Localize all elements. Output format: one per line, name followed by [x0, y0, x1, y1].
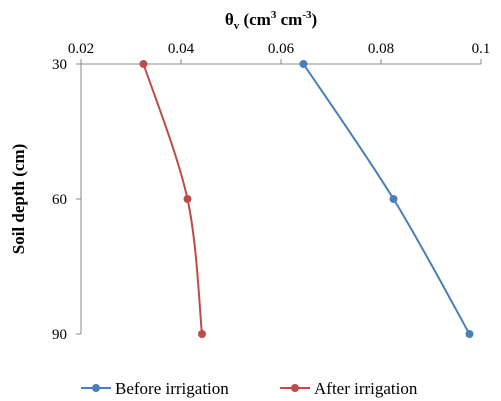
data-point-s0-1: [389, 195, 398, 203]
y-axis-label: Soil depth (cm): [9, 144, 28, 255]
x-tick-group: 0.02 0.04 0.06 0.08 0.1: [68, 41, 491, 64]
legend-swatch-before-marker: [92, 384, 100, 392]
legend-label-after: After irrigation: [314, 379, 418, 398]
data-point-s0-0: [299, 60, 308, 68]
series-group: [139, 60, 474, 338]
chart-title: θv (cm3 cm-3): [225, 9, 317, 32]
series-line-0: [302, 63, 471, 335]
legend-label-before: Before irrigation: [115, 379, 229, 398]
x-tick-label: 0.02: [68, 41, 94, 57]
data-point-s1-2: [198, 330, 206, 338]
data-point-s1-1: [183, 195, 192, 203]
x-tick-label: 0.06: [268, 41, 295, 57]
x-tick-label: 0.08: [368, 41, 394, 57]
x-tick-label: 0.04: [168, 41, 195, 57]
y-tick-label: 30: [52, 57, 67, 73]
y-tick-group: 30 60 90: [52, 57, 81, 343]
x-tick-label: 0.1: [472, 41, 491, 57]
series-line-1: [142, 63, 203, 335]
legend-swatch-after-marker: [291, 384, 299, 392]
y-tick-label: 90: [52, 327, 67, 343]
data-point-s0-2: [465, 330, 474, 338]
legend-item-after: After irrigation: [280, 379, 418, 398]
y-tick-label: 60: [52, 192, 67, 208]
legend: Before irrigation After irrigation: [81, 379, 418, 398]
data-point-s1-0: [139, 60, 148, 68]
legend-item-before: Before irrigation: [81, 379, 229, 398]
